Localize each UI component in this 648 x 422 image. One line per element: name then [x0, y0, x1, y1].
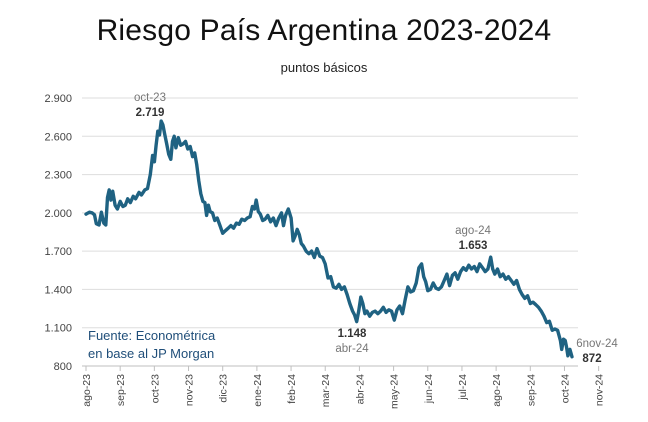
source-line-1: Fuente: Econométrica	[88, 328, 216, 343]
annotation-peak-date: oct-23	[134, 92, 166, 104]
y-tick-label: 1.700	[44, 246, 72, 258]
x-tick-label: nov-24	[594, 374, 606, 406]
x-tick-label: dic-23	[218, 374, 230, 403]
y-tick-label: 2.900	[44, 93, 72, 105]
x-tick-label: nov-23	[184, 374, 196, 406]
x-tick-label: jun-24	[423, 374, 435, 404]
x-tick-label: oct-24	[559, 374, 571, 403]
annotation-aug-value: 1.653	[459, 240, 488, 252]
y-tick-label: 2.300	[44, 170, 72, 182]
x-tick-label: ene-24	[252, 374, 264, 407]
x-tick-label: feb-24	[286, 374, 298, 404]
y-tick-label: 2.600	[44, 131, 72, 143]
series-layer	[84, 119, 574, 359]
chart-title: Riesgo País Argentina 2023-2024	[96, 14, 552, 47]
y-tick-label: 800	[54, 361, 72, 373]
x-tick-label: jul-24	[457, 374, 469, 401]
x-tick-label: oct-23	[149, 374, 161, 403]
x-tick-label: abr-24	[354, 374, 366, 405]
series-line	[84, 119, 574, 359]
x-tick-label: sep-23	[115, 374, 127, 406]
source-line-2: en base al JP Morgan	[88, 346, 215, 361]
annotation-last-value: 872	[582, 353, 601, 365]
y-tick-label: 2.000	[44, 208, 72, 220]
annotations: oct-23 2.719 1.148 abr-24 ago-24 1.653 6…	[134, 92, 618, 365]
annotation-low-date: abr-24	[335, 343, 369, 355]
x-tick-label: ago-24	[491, 374, 503, 407]
y-tick-label: 1.100	[44, 323, 72, 335]
annotation-peak-value: 2.719	[136, 107, 165, 119]
x-tick-label: ago-23	[81, 374, 93, 407]
source-note: Fuente: Econométrica en base al JP Morga…	[88, 327, 215, 363]
x-tick-label: mar-24	[320, 374, 332, 407]
annotation-aug-date: ago-24	[455, 225, 491, 237]
y-axis-ticks: 800 1.100 1.400 1.700 2.000 2.300 2.600 2.900	[44, 93, 72, 373]
x-axis-ticks: ago-23 sep-23 oct-23 nov-23 dic-23 ene-24 feb-…	[81, 366, 606, 409]
chart-subtitle: puntos básicos	[280, 60, 368, 75]
x-tick-label: sep-24	[525, 374, 537, 406]
x-tick-label: may-24	[389, 374, 401, 409]
y-tick-label: 1.400	[44, 284, 72, 296]
annotation-low-value: 1.148	[338, 328, 367, 340]
annotation-last-date: 6nov-24	[576, 338, 618, 350]
